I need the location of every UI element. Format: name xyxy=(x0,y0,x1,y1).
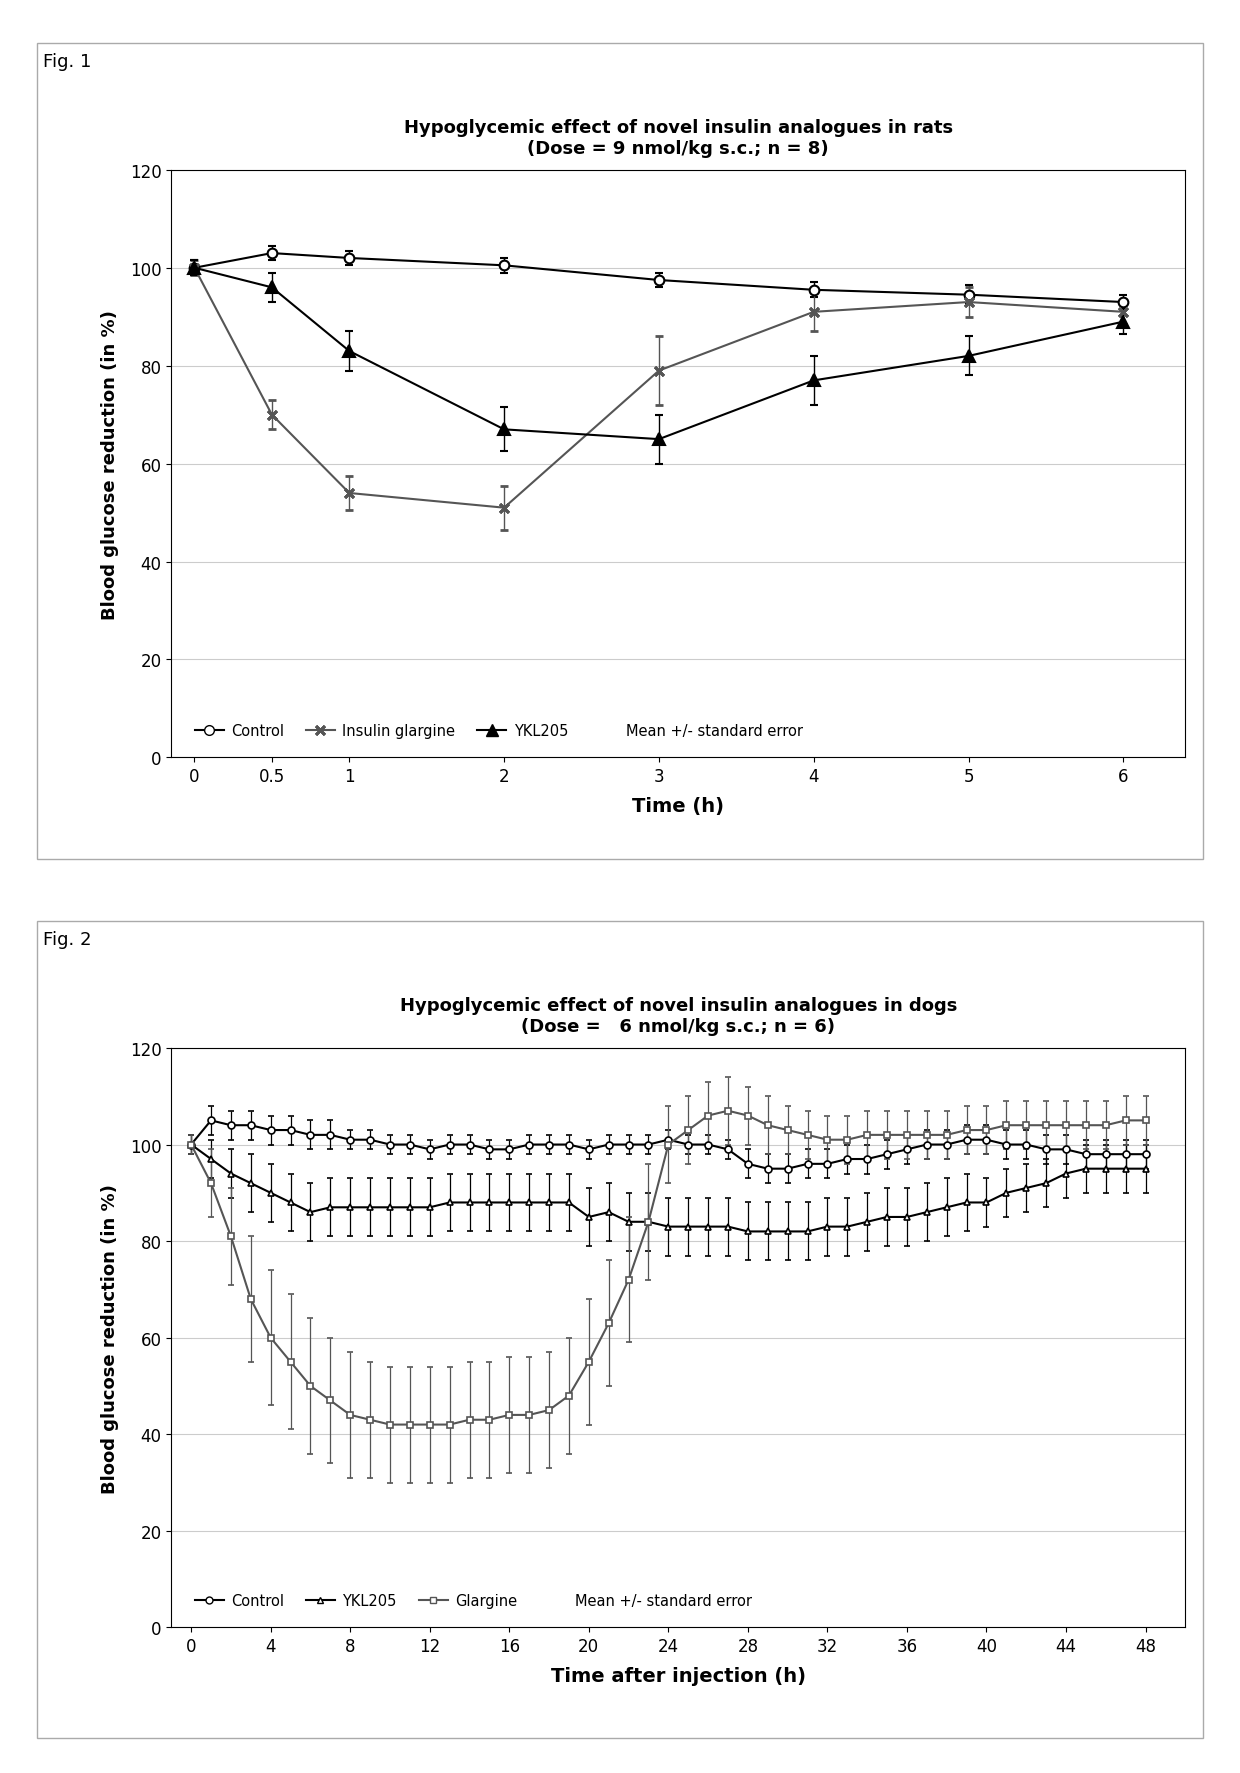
Text: Fig. 1: Fig. 1 xyxy=(43,53,92,71)
Title: Hypoglycemic effect of novel insulin analogues in rats
(Dose = 9 nmol/kg s.c.; n: Hypoglycemic effect of novel insulin ana… xyxy=(404,119,952,158)
X-axis label: Time after injection (h): Time after injection (h) xyxy=(551,1667,806,1686)
Y-axis label: Blood glucose reduction (in %): Blood glucose reduction (in %) xyxy=(100,1183,119,1493)
Y-axis label: Blood glucose reduction (in %): Blood glucose reduction (in %) xyxy=(100,310,119,619)
Legend: Control, Insulin glargine, YKL205, Mean +/- standard error: Control, Insulin glargine, YKL205, Mean … xyxy=(188,718,810,745)
Title: Hypoglycemic effect of novel insulin analogues in dogs
(Dose =   6 nmol/kg s.c.;: Hypoglycemic effect of novel insulin ana… xyxy=(399,996,957,1035)
X-axis label: Time (h): Time (h) xyxy=(632,796,724,816)
Legend: Control, YKL205, Glargine, Mean +/- standard error: Control, YKL205, Glargine, Mean +/- stan… xyxy=(188,1587,759,1615)
Text: Fig. 2: Fig. 2 xyxy=(43,931,92,949)
